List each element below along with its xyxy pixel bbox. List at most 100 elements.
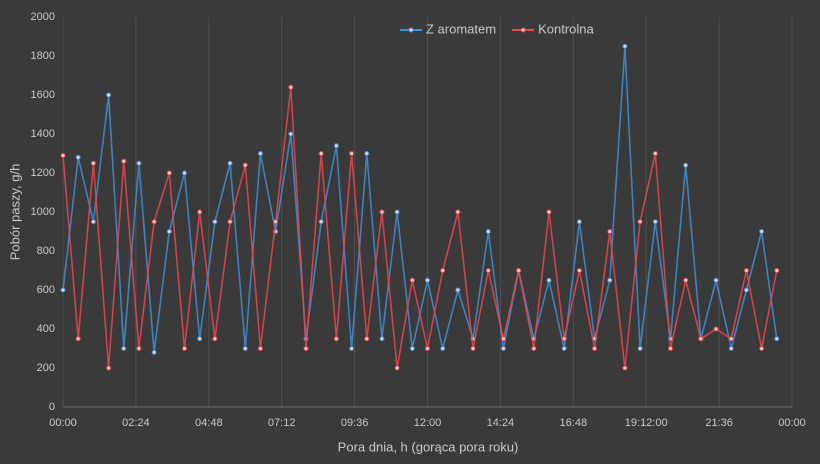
- point: [576, 219, 582, 225]
- point: [288, 131, 294, 137]
- point: [698, 336, 704, 342]
- point: [546, 209, 552, 215]
- point: [182, 346, 187, 351]
- point: [212, 219, 218, 225]
- point: [500, 346, 506, 351]
- point: [121, 346, 127, 351]
- point: [75, 336, 81, 342]
- point: [500, 336, 506, 342]
- x-tick-label: 21:36: [705, 417, 733, 429]
- legend-label: Kontrolna: [538, 21, 594, 36]
- point: [713, 326, 719, 332]
- point: [333, 143, 339, 149]
- point: [303, 346, 309, 351]
- point: [136, 160, 142, 166]
- point: [106, 365, 112, 371]
- point: [728, 336, 734, 342]
- point: [106, 92, 112, 98]
- point: [592, 346, 598, 351]
- point: [257, 151, 263, 156]
- point: [257, 346, 263, 351]
- y-tick-label: 600: [37, 284, 55, 296]
- point: [637, 219, 643, 225]
- point: [242, 346, 248, 351]
- point: [425, 277, 430, 283]
- point: [166, 170, 172, 176]
- point: [151, 349, 157, 355]
- point: [561, 336, 567, 342]
- point: [60, 287, 66, 293]
- point: [364, 151, 370, 156]
- point: [349, 151, 355, 156]
- x-tick-label: 14:24: [487, 417, 515, 429]
- point: [425, 346, 430, 351]
- point: [318, 219, 324, 225]
- point: [622, 43, 628, 49]
- point: [273, 219, 279, 225]
- point: [683, 162, 689, 168]
- point: [607, 277, 613, 283]
- x-axis-label: Pora dnia, h (gorąca pora roku): [338, 439, 519, 454]
- point: [743, 287, 749, 293]
- y-tick-label: 1200: [31, 167, 55, 179]
- point: [318, 151, 324, 156]
- point: [379, 336, 385, 342]
- point: [242, 162, 248, 168]
- point: [743, 268, 749, 273]
- point: [379, 209, 385, 215]
- point: [531, 346, 537, 351]
- x-tick-label: 04:48: [195, 417, 223, 429]
- point: [197, 336, 203, 342]
- y-tick-label: 200: [37, 362, 55, 374]
- y-tick-label: 0: [49, 401, 55, 413]
- point: [637, 346, 643, 351]
- point: [90, 219, 96, 225]
- y-tick-label: 1000: [31, 206, 55, 218]
- x-tick-label: 19:12:00: [625, 417, 668, 429]
- point: [455, 287, 461, 293]
- x-tick-label: 09:36: [341, 417, 369, 429]
- series-line: [62, 87, 778, 369]
- point: [455, 209, 461, 215]
- point: [652, 151, 658, 156]
- point: [333, 336, 339, 342]
- point: [576, 268, 582, 273]
- point: [409, 346, 415, 351]
- legend-marker: [520, 27, 526, 33]
- y-tick-label: 1800: [31, 50, 55, 62]
- point: [470, 346, 476, 351]
- point: [227, 160, 233, 166]
- x-tick-label: 07:12: [268, 417, 296, 429]
- point: [151, 219, 157, 225]
- point: [364, 336, 370, 342]
- point: [774, 336, 780, 342]
- point: [349, 346, 355, 351]
- point: [607, 229, 613, 234]
- point: [136, 346, 142, 351]
- point: [182, 170, 187, 176]
- x-tick-label: 00:00: [49, 417, 77, 429]
- point: [622, 365, 628, 371]
- point: [759, 346, 765, 351]
- point: [166, 229, 172, 234]
- y-tick-label: 1400: [31, 128, 55, 140]
- point: [683, 277, 689, 283]
- y-tick-label: 1600: [31, 89, 55, 101]
- point: [485, 229, 491, 234]
- y-tick-label: 2000: [31, 11, 55, 23]
- point: [516, 268, 522, 273]
- point: [546, 277, 552, 283]
- point: [121, 158, 127, 164]
- point: [440, 346, 446, 351]
- point: [759, 229, 765, 234]
- x-tick-label: 12:00: [414, 417, 442, 429]
- point: [728, 346, 734, 351]
- y-tick-label: 400: [37, 323, 55, 335]
- point: [713, 277, 719, 283]
- x-tick-label: 02:24: [122, 417, 150, 429]
- legend-label: Z aromatem: [426, 21, 496, 36]
- point: [394, 365, 400, 371]
- point: [75, 154, 81, 160]
